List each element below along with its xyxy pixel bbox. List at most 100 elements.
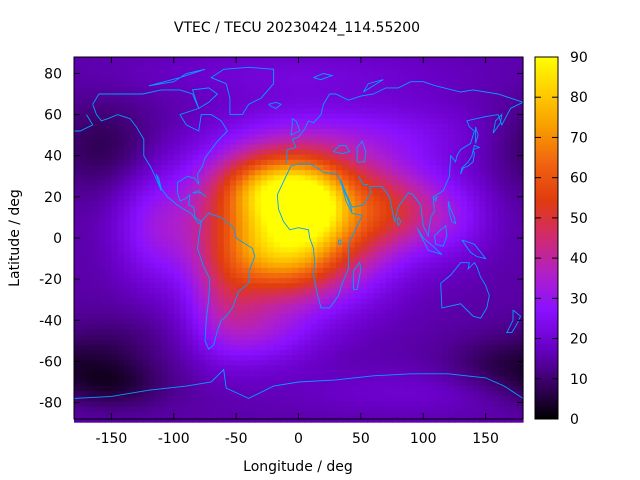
heatmap-cell — [310, 190, 318, 197]
heatmap-cell — [204, 411, 212, 418]
heatmap-cell — [279, 401, 287, 408]
heatmap-cell — [354, 149, 362, 156]
heatmap-cell — [392, 231, 399, 238]
heatmap-cell — [516, 221, 524, 228]
heatmap-cell — [404, 278, 412, 284]
heatmap-cell — [410, 62, 418, 68]
heatmap-cell — [317, 350, 325, 356]
heatmap-cell — [423, 283, 431, 289]
heatmap-cell — [354, 319, 362, 325]
heatmap-cell — [342, 92, 349, 99]
heatmap-cell — [435, 149, 443, 156]
heatmap-cell — [130, 267, 137, 274]
heatmap-cell — [211, 298, 219, 305]
heatmap-cell — [236, 283, 243, 289]
heatmap-cell — [211, 252, 219, 259]
heatmap-cell — [86, 272, 94, 279]
heatmap-cell — [498, 272, 505, 279]
heatmap-cell — [92, 134, 100, 140]
heatmap-cell — [441, 221, 449, 228]
heatmap-cell — [410, 185, 418, 192]
heatmap-cell — [342, 221, 349, 228]
heatmap-cell — [317, 159, 325, 166]
heatmap-cell — [348, 154, 356, 161]
heatmap-cell — [80, 195, 88, 202]
heatmap-cell — [148, 206, 156, 212]
heatmap-cell — [354, 401, 362, 408]
heatmap-cell — [217, 370, 225, 377]
heatmap-cell — [479, 57, 487, 63]
heatmap-cell — [242, 334, 250, 341]
heatmap-cell — [448, 87, 456, 94]
heatmap-cell — [310, 195, 318, 202]
heatmap-cell — [385, 293, 393, 300]
heatmap-cell — [229, 272, 237, 279]
heatmap-cell — [485, 118, 493, 125]
heatmap-cell — [254, 293, 262, 300]
heatmap-cell — [292, 380, 300, 387]
heatmap-cell — [466, 159, 474, 166]
heatmap-cell — [98, 298, 106, 305]
heatmap-cell — [286, 62, 293, 68]
heatmap-cell — [229, 92, 237, 99]
heatmap-cell — [304, 77, 312, 84]
heatmap-cell — [286, 283, 293, 289]
heatmap-cell — [498, 231, 505, 238]
heatmap-cell — [466, 149, 474, 156]
heatmap-cell — [448, 170, 456, 176]
heatmap-cell — [423, 252, 431, 259]
heatmap-cell — [385, 108, 393, 115]
heatmap-cell — [404, 226, 412, 233]
heatmap-cell — [454, 67, 462, 74]
heatmap-cell — [348, 267, 356, 274]
heatmap-cell — [186, 242, 194, 248]
heatmap-cell — [254, 118, 262, 125]
heatmap-cell — [379, 98, 387, 104]
heatmap-cell — [329, 242, 337, 248]
heatmap-cell — [254, 350, 262, 356]
heatmap-cell — [310, 103, 318, 110]
heatmap-cell — [310, 87, 318, 94]
heatmap-cell — [204, 98, 212, 104]
heatmap-cell — [242, 57, 250, 63]
heatmap-cell — [516, 62, 524, 68]
heatmap-cell — [217, 206, 225, 212]
heatmap-cell — [298, 62, 306, 68]
heatmap-cell — [292, 308, 300, 315]
heatmap-cell — [105, 324, 113, 331]
heatmap-cell — [498, 406, 505, 413]
heatmap-cell — [148, 154, 156, 161]
heatmap-cell — [373, 386, 381, 392]
heatmap-cell — [211, 411, 219, 418]
heatmap-cell — [310, 355, 318, 361]
heatmap-cell — [248, 92, 256, 99]
heatmap-cell — [130, 57, 137, 63]
heatmap-cell — [448, 62, 456, 68]
heatmap-cell — [123, 128, 131, 135]
heatmap-cell — [304, 164, 312, 171]
heatmap-cell — [360, 113, 368, 120]
heatmap-cell — [379, 72, 387, 79]
heatmap-cell — [348, 257, 356, 264]
heatmap-cell — [186, 82, 194, 89]
heatmap-cell — [348, 283, 356, 289]
heatmap-cell — [466, 247, 474, 253]
heatmap-cell — [423, 67, 431, 74]
heatmap-cell — [86, 159, 94, 166]
heatmap-cell — [292, 272, 300, 279]
heatmap-cell — [161, 303, 169, 310]
heatmap-cell — [92, 339, 100, 346]
heatmap-cell — [86, 401, 94, 408]
heatmap-cell — [142, 324, 150, 331]
heatmap-cell — [404, 170, 412, 176]
heatmap-cell — [429, 252, 437, 259]
heatmap-cell — [335, 221, 343, 228]
heatmap-cell — [123, 113, 131, 120]
heatmap-cell — [360, 128, 368, 135]
heatmap-cell — [498, 92, 505, 99]
heatmap-cell — [360, 288, 368, 295]
heatmap-cell — [223, 252, 231, 259]
heatmap-cell — [317, 257, 325, 264]
heatmap-cell — [416, 108, 424, 115]
heatmap-cell — [86, 128, 94, 135]
